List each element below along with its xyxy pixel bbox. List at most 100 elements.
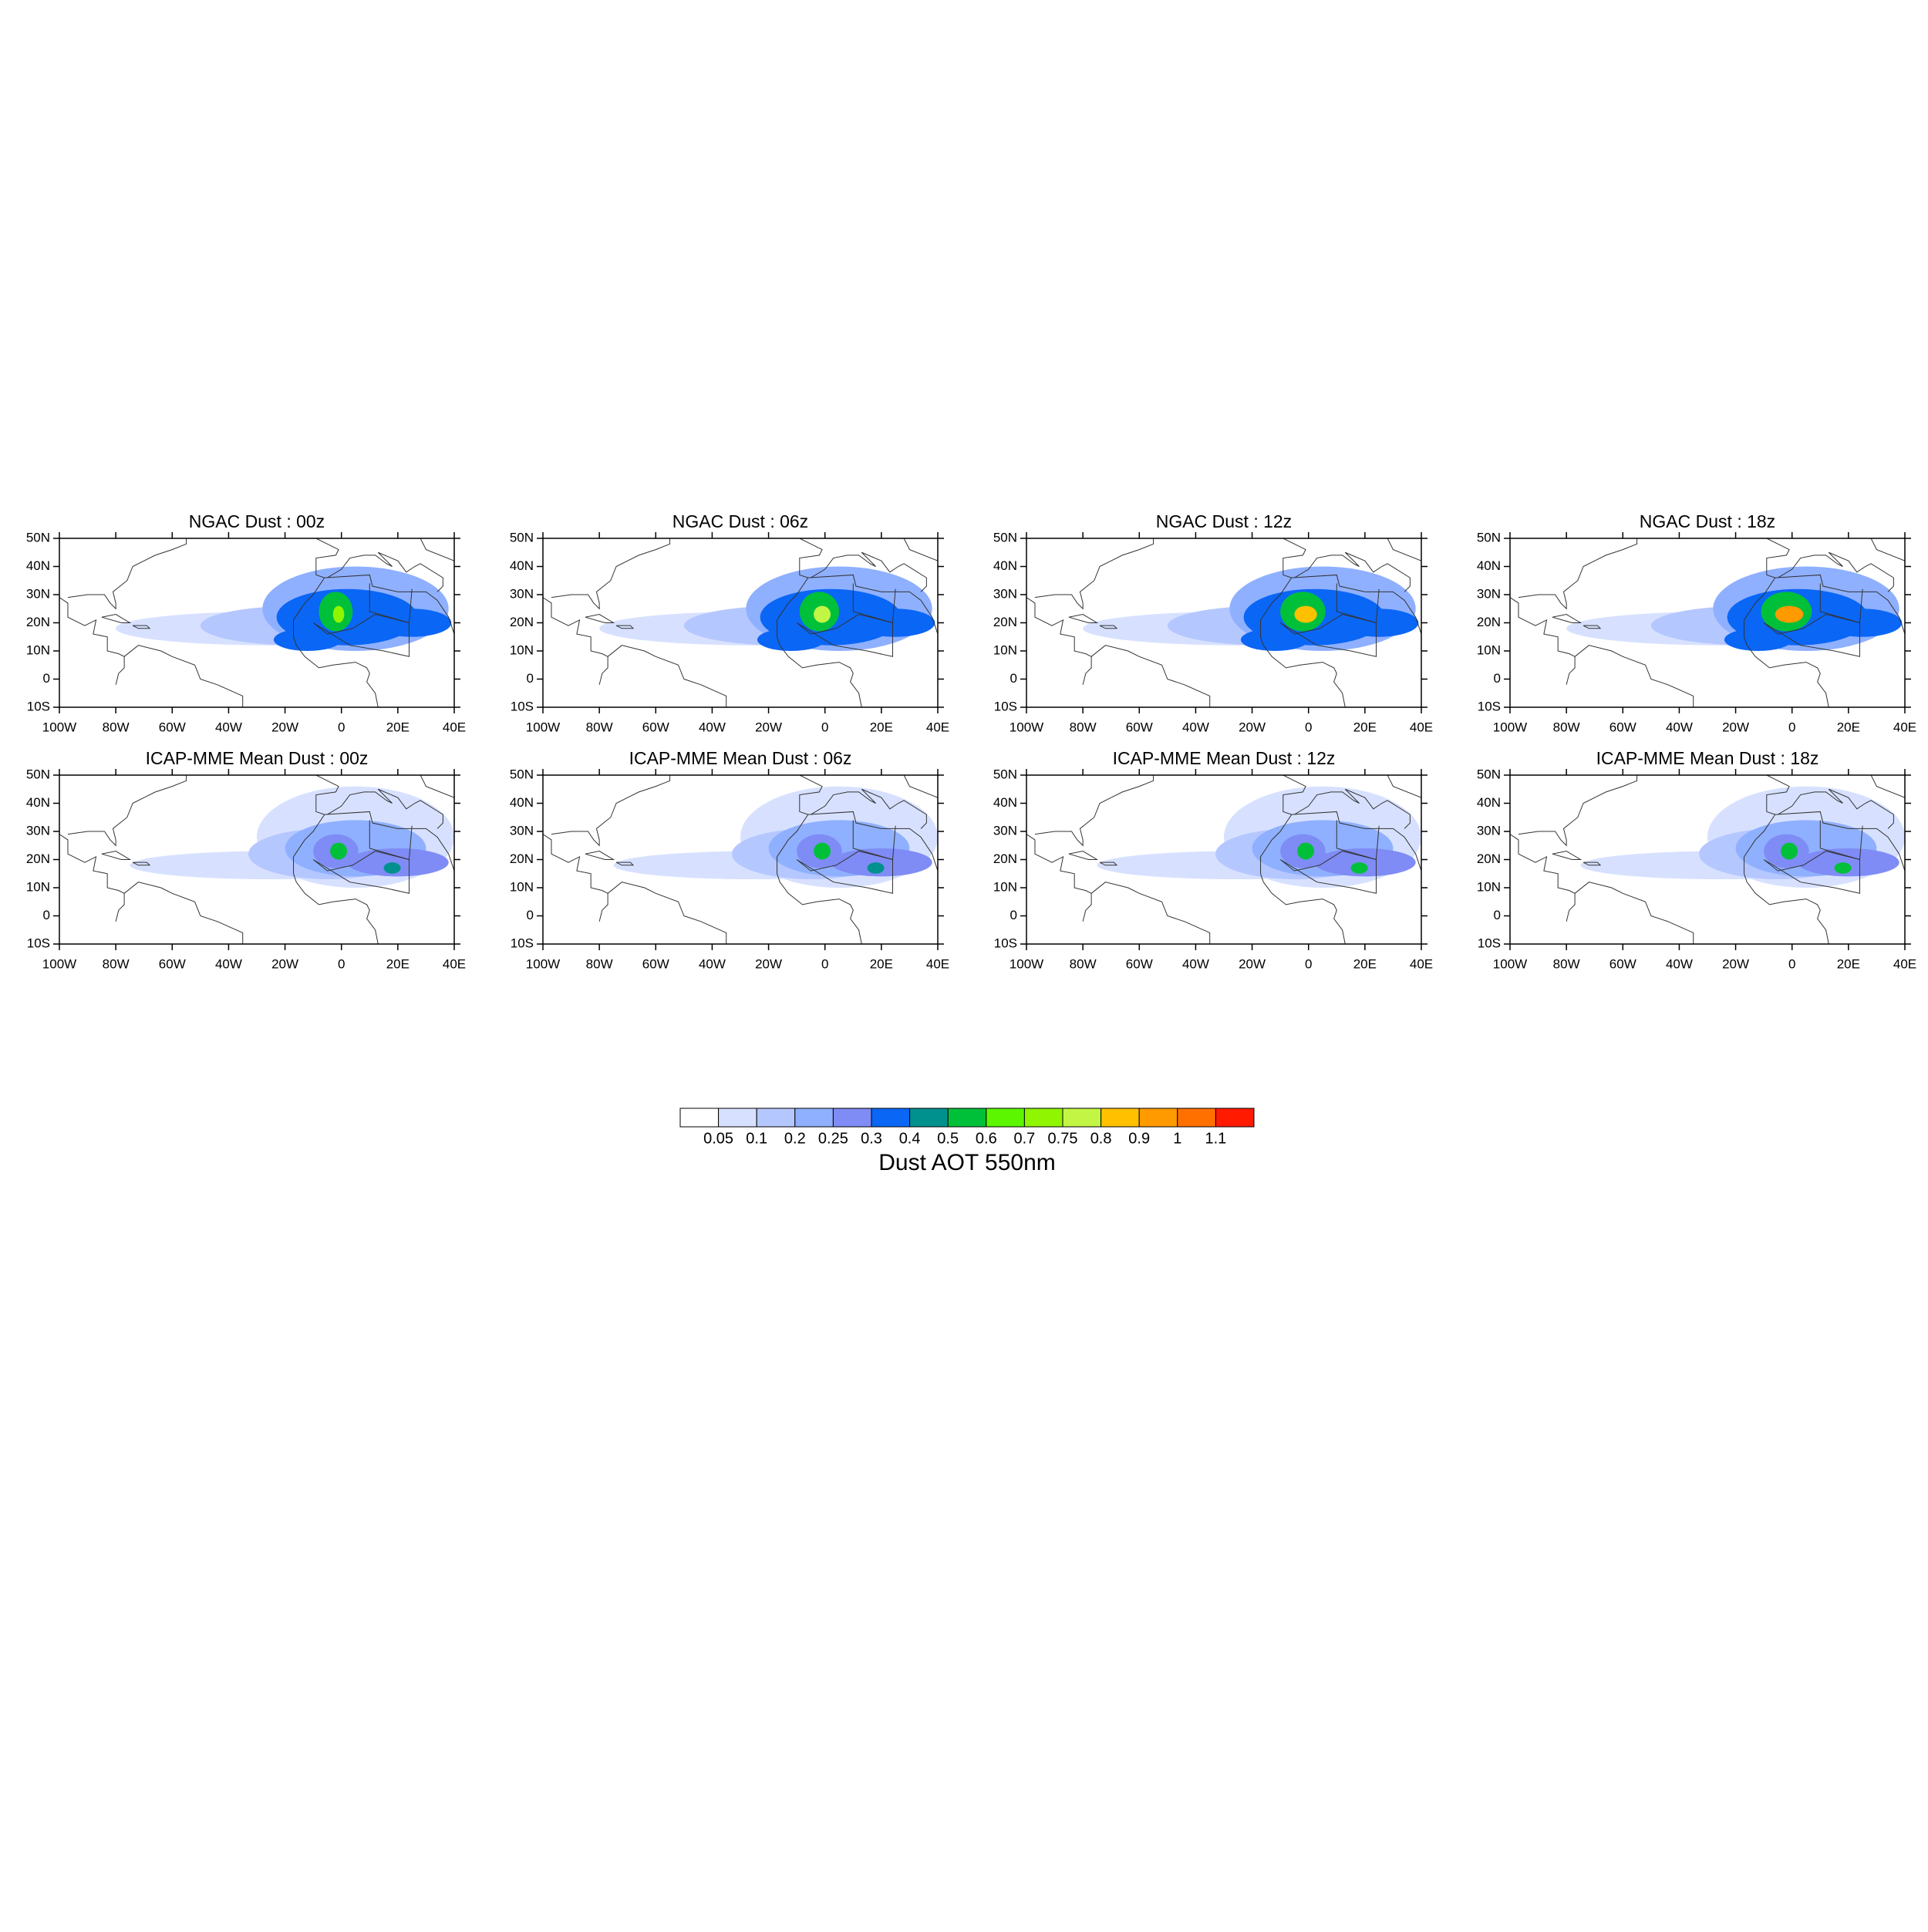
x-tick-label: 20W xyxy=(271,720,298,734)
x-tick-label: 20E xyxy=(386,720,410,734)
coastline xyxy=(607,882,727,944)
y-tick-label: 10N xyxy=(26,879,50,894)
dust-plume xyxy=(1297,842,1315,860)
y-tick-label: 30N xyxy=(26,586,50,601)
y-tick-label: 50N xyxy=(993,767,1017,781)
coastline xyxy=(420,538,454,561)
y-tick-label: 10N xyxy=(1477,879,1501,894)
x-tick-label: 20W xyxy=(1722,720,1749,734)
map-panel: ICAP-MME Mean Dust : 06z 100W 80W 60W 40W 20W… xyxy=(510,748,949,971)
coastline xyxy=(1552,851,1583,860)
x-tick-label: 40E xyxy=(1893,956,1916,971)
dust-plume xyxy=(372,609,452,637)
x-tick-label: 20W xyxy=(1239,720,1266,734)
colorbar-label: 0.05 xyxy=(703,1130,733,1147)
colorbar-box xyxy=(947,1108,987,1128)
x-tick-label: 80W xyxy=(1553,956,1580,971)
y-tick-label: 50N xyxy=(510,530,534,545)
y-tick-label: 10S xyxy=(511,936,534,950)
panel-title: NGAC Dust : 18z xyxy=(1640,511,1775,531)
coastline xyxy=(598,893,608,922)
y-tick-label: 50N xyxy=(26,767,50,781)
colorbar-box xyxy=(832,1108,872,1128)
y-tick-label: 10S xyxy=(27,936,50,950)
coastline xyxy=(453,645,454,707)
y-tick-label: 30N xyxy=(993,823,1017,838)
dust-plume xyxy=(1314,848,1416,877)
map-panel: NGAC Dust : 12z 100W 80W 60W 40W 20W 0 20E 40E 10… xyxy=(993,511,1433,734)
coastline xyxy=(1870,538,1905,561)
dust-plume xyxy=(332,605,345,623)
coastline xyxy=(315,775,339,815)
x-tick-label: 20W xyxy=(755,720,782,734)
x-tick-label: 80W xyxy=(103,720,130,734)
map-content xyxy=(543,775,938,944)
coastline xyxy=(551,538,671,610)
y-tick-label: 0 xyxy=(527,908,534,922)
x-tick-label: 40W xyxy=(699,956,726,971)
x-tick-label: 20E xyxy=(386,956,410,971)
x-tick-label: 0 xyxy=(1305,720,1312,734)
coastline xyxy=(327,551,443,592)
x-tick-label: 20W xyxy=(755,956,782,971)
colorbar-title: Dust AOT 550nm xyxy=(878,1150,1056,1175)
coastline xyxy=(1336,820,1380,861)
coastline xyxy=(1574,645,1694,707)
coastline xyxy=(585,851,615,860)
map-panel: ICAP-MME Mean Dust : 00z 100W 80W 60W 40W 20W… xyxy=(26,748,466,971)
y-tick-label: 10N xyxy=(510,642,534,657)
x-tick-label: 100W xyxy=(1493,720,1527,734)
coastline xyxy=(1260,814,1346,944)
y-tick-label: 10S xyxy=(994,699,1017,713)
coastline xyxy=(1778,788,1894,829)
y-tick-label: 10S xyxy=(1478,699,1501,713)
coastline xyxy=(1026,597,1092,657)
colorbar-label: 1 xyxy=(1173,1130,1181,1147)
coastline xyxy=(1766,775,1790,815)
coastline xyxy=(115,893,125,922)
dust-plume xyxy=(1240,628,1309,652)
dust-plume xyxy=(1834,862,1852,874)
coastline xyxy=(903,538,938,561)
y-tick-label: 10N xyxy=(993,879,1017,894)
x-tick-label: 40W xyxy=(1666,956,1693,971)
y-tick-label: 40N xyxy=(26,558,50,573)
colorbar-box xyxy=(1215,1108,1255,1128)
coastline xyxy=(1294,788,1411,829)
y-tick-label: 10N xyxy=(993,642,1017,657)
dust-plume xyxy=(757,628,825,652)
y-tick-label: 50N xyxy=(993,530,1017,545)
panel-title: NGAC Dust : 00z xyxy=(189,511,325,531)
x-tick-label: 0 xyxy=(338,720,345,734)
dust-plume xyxy=(814,605,831,623)
x-tick-label: 40W xyxy=(1182,956,1209,971)
coastline xyxy=(67,538,187,610)
dust-plume xyxy=(867,862,885,874)
colorbar-label: 0.75 xyxy=(1048,1130,1078,1147)
x-tick-label: 20W xyxy=(271,956,298,971)
x-tick-label: 40W xyxy=(1666,720,1693,734)
coastline xyxy=(551,775,671,847)
coastline xyxy=(1082,893,1092,922)
coastline xyxy=(1566,656,1576,685)
colorbar-label: 0.4 xyxy=(899,1130,921,1147)
map-content xyxy=(59,538,454,707)
colorbar-label: 1.1 xyxy=(1205,1130,1226,1147)
colorbar-label: 0.5 xyxy=(937,1130,959,1147)
coastline xyxy=(293,814,379,944)
y-tick-label: 30N xyxy=(26,823,50,838)
x-tick-label: 100W xyxy=(526,956,560,971)
colorbar-box xyxy=(909,1108,949,1128)
y-tick-label: 10N xyxy=(26,642,50,657)
y-tick-label: 40N xyxy=(26,795,50,810)
coastline xyxy=(293,577,379,707)
x-tick-label: 0 xyxy=(821,720,828,734)
coastline xyxy=(1766,538,1790,578)
x-tick-label: 100W xyxy=(1493,956,1527,971)
coastline xyxy=(1574,882,1694,944)
dust-plume xyxy=(1294,605,1317,623)
coastline xyxy=(59,597,125,657)
map-content xyxy=(1026,775,1421,944)
dust-plume xyxy=(1822,609,1903,637)
